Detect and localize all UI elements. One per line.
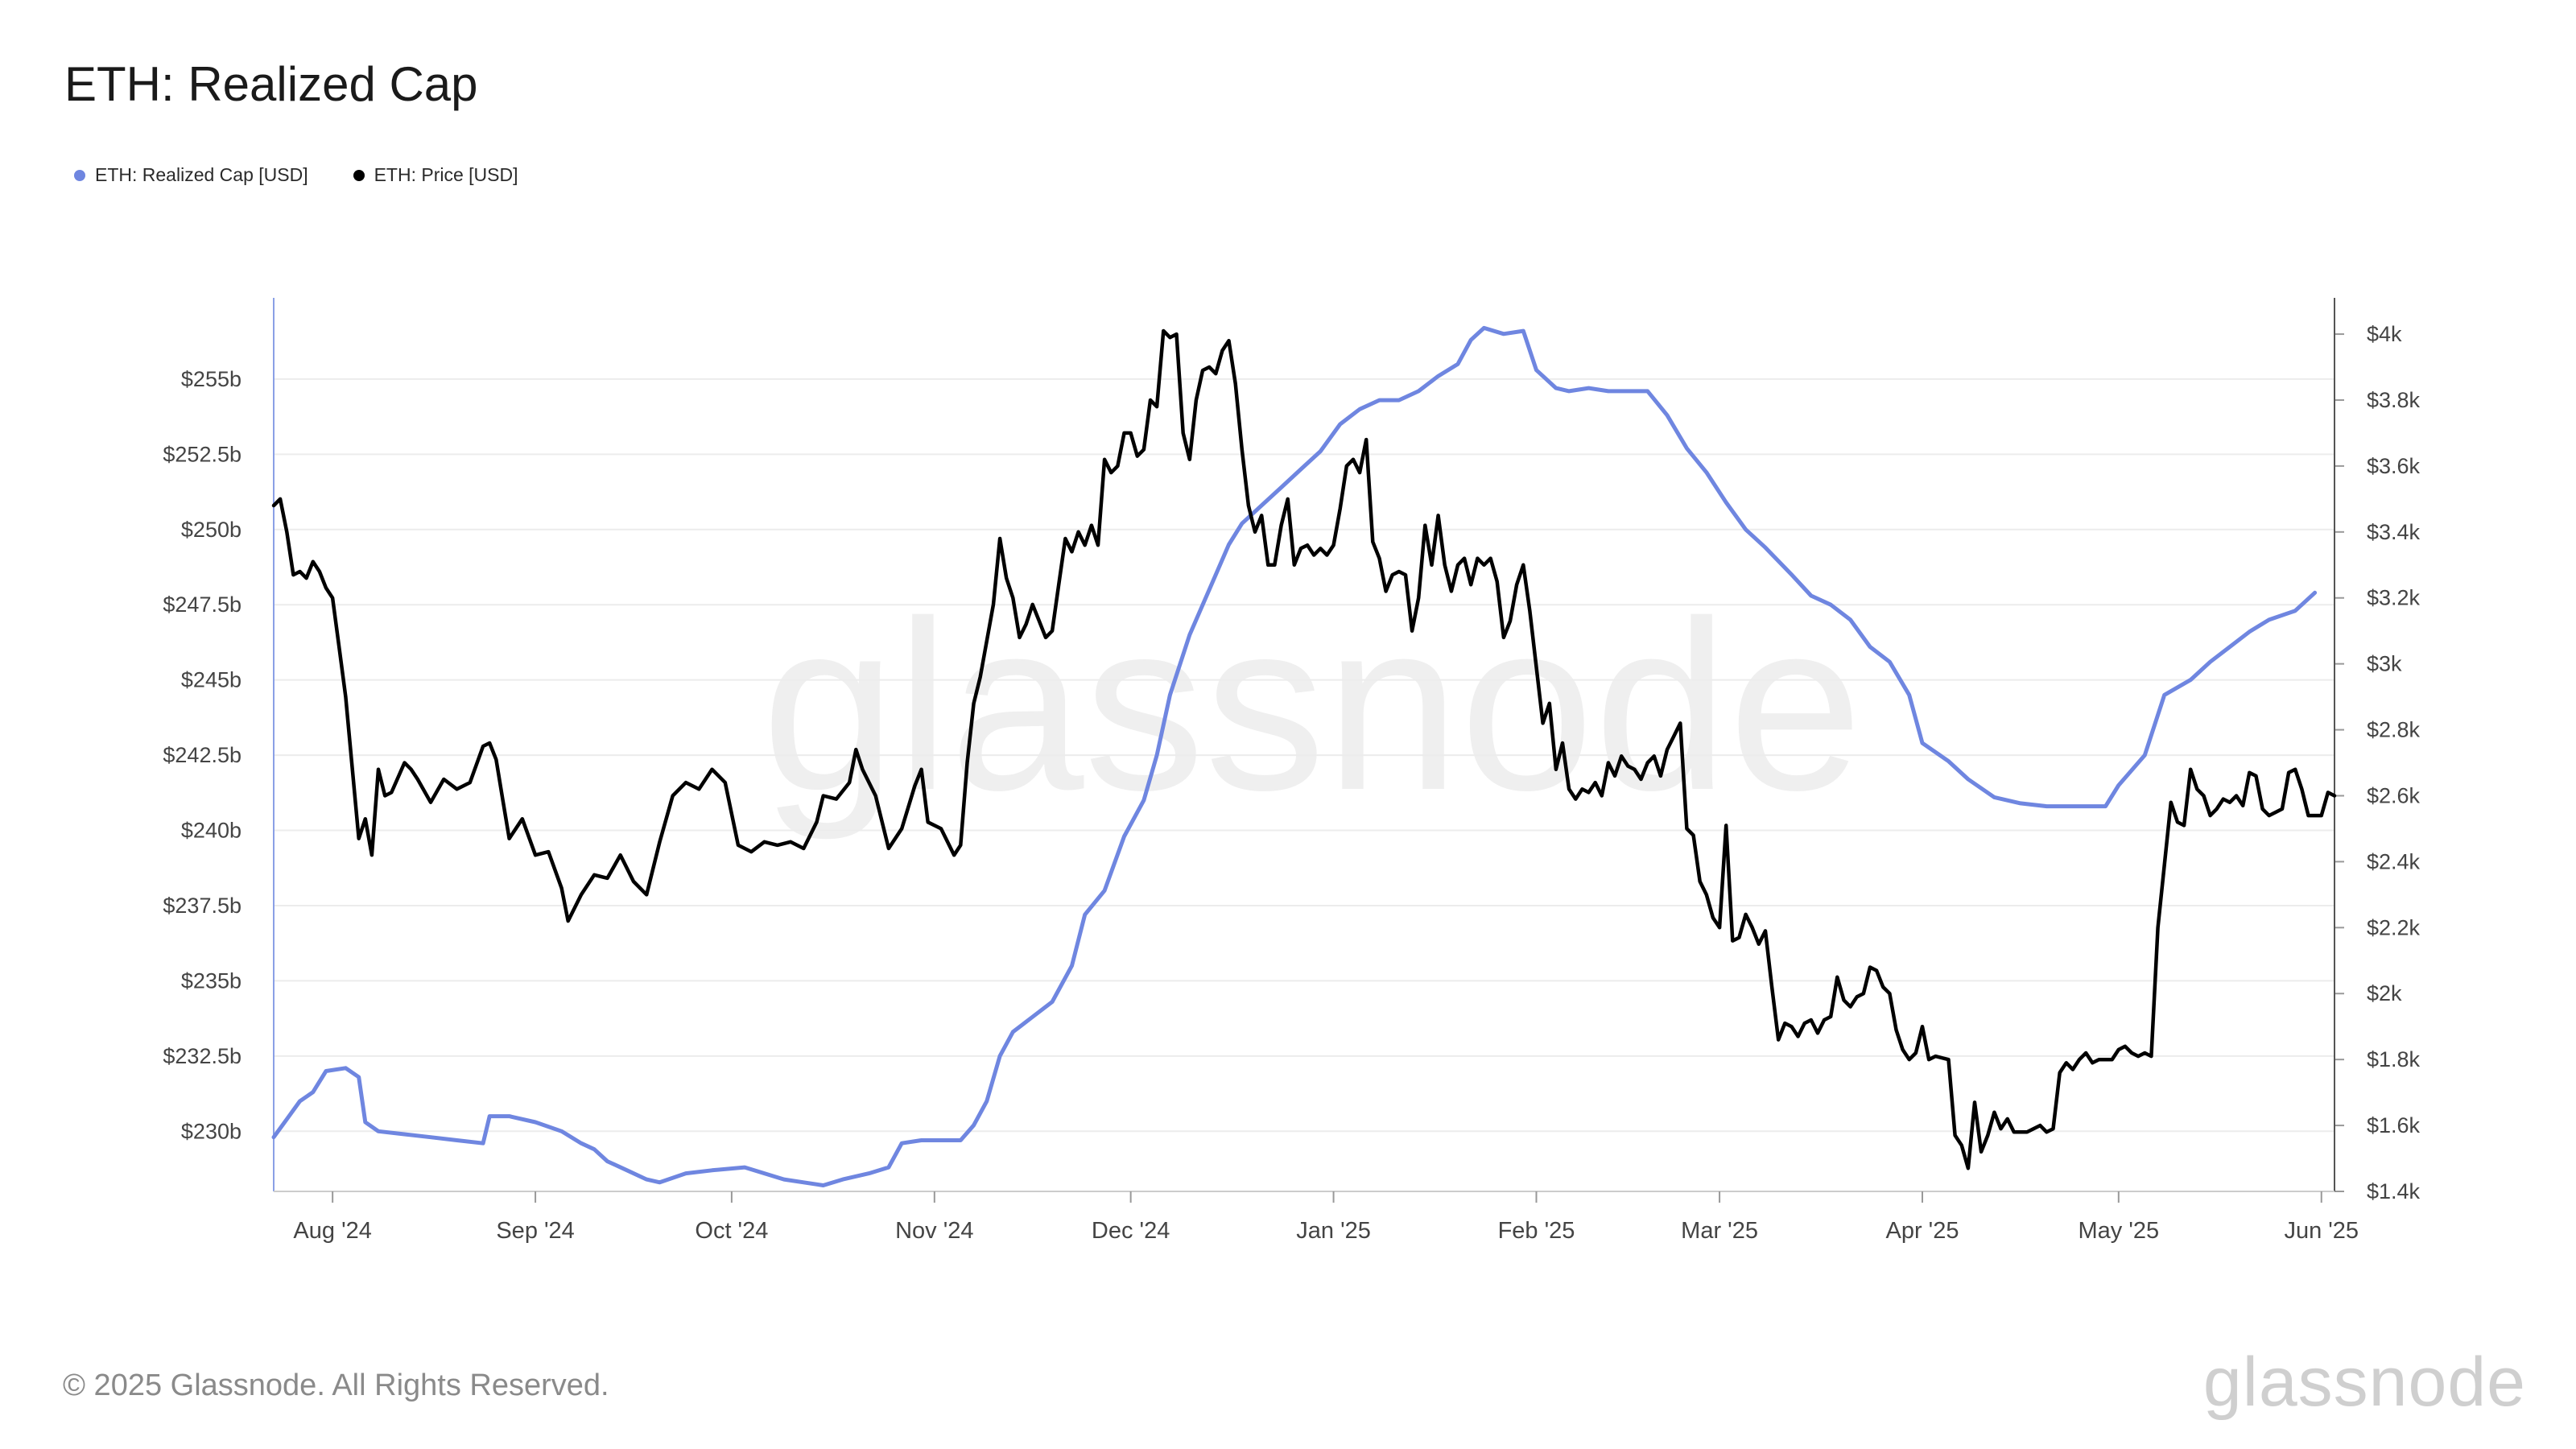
legend-dot-icon [353, 169, 365, 181]
x-axis-tick-label: Jun '25 [2284, 1218, 2359, 1244]
x-axis-tick-label: Feb '25 [1498, 1218, 1575, 1244]
right-axis-tick-label: $1.4k [2367, 1179, 2421, 1203]
right-axis-tick-label: $1.8k [2367, 1047, 2421, 1071]
right-axis-tick-label: $2.6k [2367, 783, 2421, 807]
watermark-text: glassnode [762, 570, 1863, 842]
x-axis-tick-label: Nov '24 [895, 1218, 973, 1244]
legend-dot-icon [74, 169, 85, 181]
left-axis-tick-label: $235b [181, 968, 242, 993]
right-axis-tick-label: $3k [2367, 652, 2402, 676]
right-axis-tick-label: $2.8k [2367, 718, 2421, 742]
right-axis-tick-label: $3.2k [2367, 586, 2421, 610]
x-axis-tick-label: Apr '25 [1886, 1218, 1959, 1244]
left-axis-tick-label: $237.5b [163, 894, 242, 918]
left-axis-tick-label: $247.5b [163, 592, 242, 617]
legend-item-realized-cap[interactable]: ETH: Realized Cap [USD] [74, 164, 308, 186]
legend-item-price[interactable]: ETH: Price [USD] [353, 164, 518, 186]
x-axis-tick-label: Jan '25 [1296, 1218, 1371, 1244]
left-axis-tick-label: $250b [181, 518, 242, 542]
left-axis-tick-label: $230b [181, 1119, 242, 1143]
x-axis-tick-label: Oct '24 [695, 1218, 768, 1244]
x-axis-tick-label: Dec '24 [1092, 1218, 1170, 1244]
legend-label: ETH: Price [USD] [374, 164, 518, 185]
left-axis-tick-label: $242.5b [163, 743, 242, 767]
x-axis-tick-label: Mar '25 [1681, 1218, 1758, 1244]
left-axis-tick-label: $245b [181, 668, 242, 692]
right-axis-tick-label: $2k [2367, 981, 2402, 1005]
chart-legend: ETH: Realized Cap [USD] ETH: Price [USD] [74, 164, 518, 186]
realized-cap-line [271, 325, 2318, 1187]
right-axis-tick-label: $2.2k [2367, 915, 2421, 939]
left-axis-tick-label: $255b [181, 367, 242, 391]
right-axis-tick-label: $1.6k [2367, 1113, 2421, 1137]
x-axis-tick-label: Aug '24 [293, 1218, 371, 1244]
legend-label: ETH: Realized Cap [USD] [95, 164, 308, 185]
price-line [271, 328, 2337, 1170]
glassnode-logo: glassnode [2202, 1344, 2526, 1421]
right-axis-tick-label: $2.4k [2367, 849, 2421, 873]
left-axis-tick-label: $240b [181, 819, 242, 843]
left-axis-tick-label: $232.5b [163, 1044, 242, 1068]
left-axis-tick-label: $252.5b [163, 442, 242, 466]
right-axis-tick-label: $4k [2367, 322, 2402, 346]
chart-title: ETH: Realized Cap [64, 57, 478, 111]
right-axis-tick-label: $3.6k [2367, 454, 2421, 478]
x-axis-tick-label: Sep '24 [496, 1218, 574, 1244]
right-axis-tick-label: $3.8k [2367, 388, 2421, 412]
x-axis-tick-label: May '25 [2078, 1218, 2159, 1244]
right-axis-tick-label: $3.4k [2367, 520, 2421, 544]
copyright-footer: © 2025 Glassnode. All Rights Reserved. [63, 1368, 609, 1402]
